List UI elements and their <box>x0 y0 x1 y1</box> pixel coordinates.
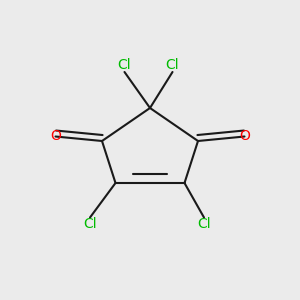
Text: O: O <box>239 130 250 143</box>
Text: Cl: Cl <box>197 218 211 232</box>
Text: Cl: Cl <box>166 58 179 72</box>
Text: Cl: Cl <box>83 218 97 232</box>
Text: O: O <box>50 130 61 143</box>
Text: Cl: Cl <box>118 58 131 72</box>
